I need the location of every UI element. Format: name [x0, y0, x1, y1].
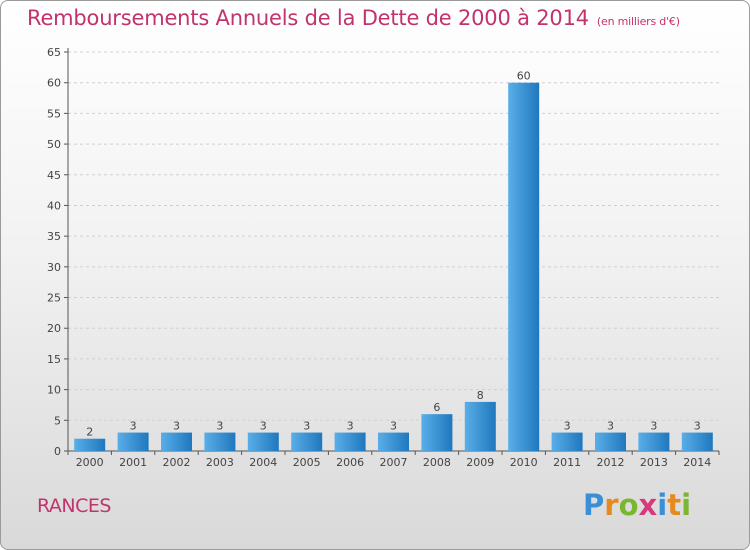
- data-label: 3: [260, 420, 267, 433]
- data-labels: 2 3 3 3 3 3 3 3 6 8 60 3 3 3 3: [86, 70, 701, 439]
- data-label: 3: [130, 420, 137, 433]
- data-label: 3: [303, 420, 310, 433]
- y-tick-label: 55: [47, 107, 61, 120]
- data-label: 3: [347, 420, 354, 433]
- gridlines: [68, 51, 719, 421]
- bars: [74, 82, 713, 451]
- y-tick-label: 30: [47, 261, 61, 274]
- chart-subtitle: (en milliers d'€): [596, 15, 680, 28]
- logo-letter: o: [618, 488, 639, 522]
- y-tick-label: 45: [47, 169, 61, 182]
- x-tick-label: 2002: [163, 456, 191, 469]
- logo-letter: t: [667, 488, 682, 522]
- y-tick-label: 35: [47, 230, 61, 243]
- data-label: 2: [86, 426, 93, 439]
- x-tick-label: 2007: [380, 456, 408, 469]
- y-tick-label: 10: [47, 384, 61, 397]
- bar: [204, 432, 236, 451]
- x-tick-label: 2000: [76, 456, 104, 469]
- bar: [378, 432, 409, 451]
- y-tick-label: 60: [47, 77, 61, 90]
- data-label: 3: [564, 420, 571, 433]
- logo-letter: i: [657, 488, 668, 522]
- bar: [551, 432, 583, 451]
- x-tick-label: 2013: [640, 456, 668, 469]
- y-tick-label: 5: [54, 414, 61, 427]
- bar: [334, 432, 366, 451]
- y-tick-label: 50: [47, 138, 61, 151]
- x-tick-label: 2008: [423, 456, 451, 469]
- axes: 0 5 10 15 20 25 30 35 40 45 50 55 60 65 2000 2001 2002 20…: [47, 46, 720, 469]
- logo-letter: i: [681, 488, 692, 522]
- x-tick-label: 2001: [119, 456, 147, 469]
- data-label: 3: [216, 420, 223, 433]
- y-tick-label: 65: [47, 46, 61, 59]
- bar: [638, 432, 670, 451]
- y-tick-label: 20: [47, 322, 61, 335]
- x-tick-label: 2014: [683, 456, 711, 469]
- bar: [464, 401, 496, 451]
- data-label: 3: [694, 420, 701, 433]
- chart-title: Remboursements Annuels de la Dette de 20…: [27, 6, 680, 30]
- data-label: 3: [173, 420, 180, 433]
- bar: [681, 432, 713, 451]
- logo-letter: x: [638, 488, 658, 522]
- data-label: 3: [607, 420, 614, 433]
- logo-letter: r: [604, 488, 619, 522]
- y-tick-label: 25: [47, 292, 61, 305]
- y-tick-label: 0: [54, 445, 61, 458]
- data-label: 8: [477, 389, 484, 402]
- bar: [117, 432, 149, 451]
- logo-letter: P: [583, 488, 605, 522]
- bar: [421, 414, 453, 451]
- x-tick-label: 2003: [206, 456, 234, 469]
- y-tick-label: 40: [47, 199, 61, 212]
- bar: [161, 432, 192, 451]
- bar: [595, 432, 626, 451]
- data-label: 3: [650, 420, 657, 433]
- x-tick-label: 2005: [293, 456, 321, 469]
- bar: [291, 432, 323, 451]
- bar: [508, 82, 540, 451]
- data-label: 6: [433, 401, 440, 414]
- x-tick-label: 2004: [249, 456, 277, 469]
- data-label: 3: [390, 420, 397, 433]
- x-tick-label: 2009: [466, 456, 494, 469]
- commune-name: RANCES: [37, 495, 111, 517]
- y-tick-label: 15: [47, 353, 61, 366]
- x-tick-label: 2010: [510, 456, 538, 469]
- bar: [247, 432, 279, 451]
- data-label: 60: [517, 70, 531, 83]
- x-tick-label: 2011: [553, 456, 581, 469]
- bar: [74, 438, 106, 451]
- x-tick-label: 2006: [336, 456, 364, 469]
- proxiti-logo: Proxiti: [583, 488, 691, 522]
- x-tick-label: 2012: [597, 456, 625, 469]
- chart-title-text: Remboursements Annuels de la Dette de 20…: [27, 6, 589, 30]
